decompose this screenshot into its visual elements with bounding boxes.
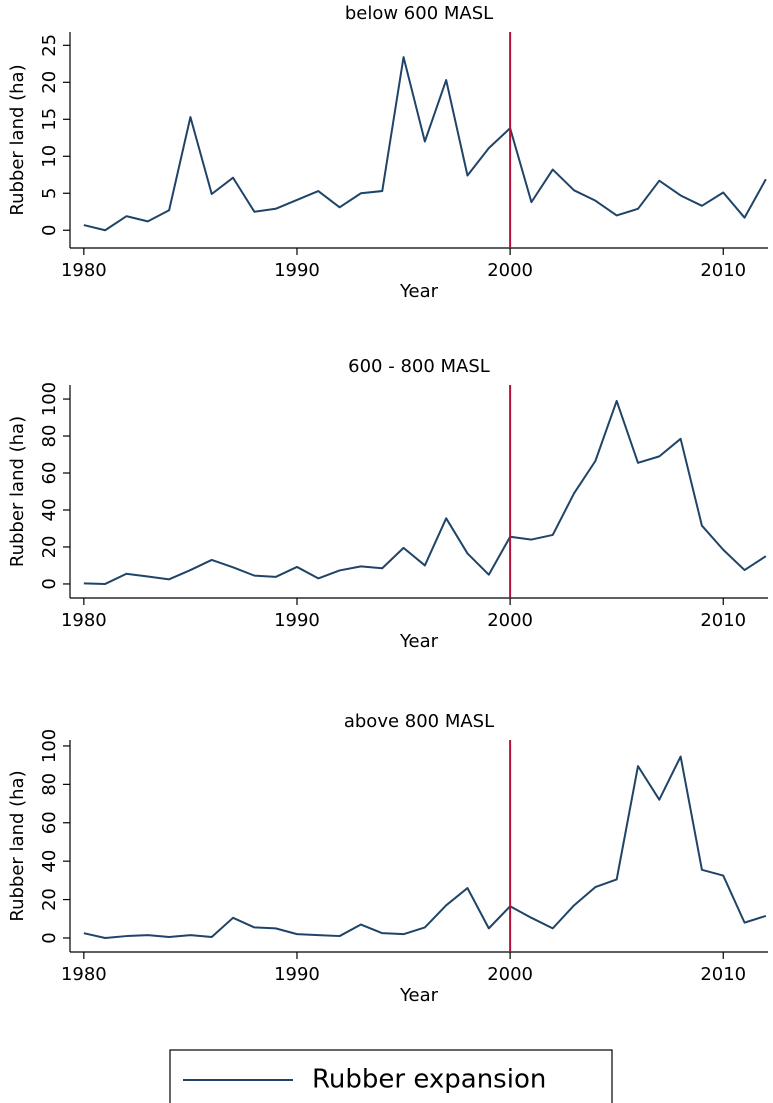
y-tick-label: 5 [39,188,60,199]
legend-label: Rubber expansion [312,1065,546,1095]
x-tick-label: 1990 [274,260,320,281]
y-axis-label: Rubber land (ha) [7,416,28,567]
data-line [83,399,767,585]
x-tick-label: 2000 [487,610,533,631]
y-tick-label: 60 [39,462,60,485]
y-tick-label: 10 [39,145,60,168]
y-tick-label: 100 [39,729,60,763]
y-tick-label: 80 [39,425,60,448]
y-tick-label: 40 [39,850,60,873]
y-tick-label: 40 [39,499,60,522]
x-tick-label: 2000 [487,260,533,281]
x-tick-label: 1990 [274,964,320,985]
x-axis-label: Year [399,985,439,1006]
x-tick-label: 2010 [700,260,746,281]
y-axis-label: Rubber land (ha) [7,770,28,921]
legend-box [169,1049,613,1103]
y-tick-label: 0 [39,225,60,236]
x-tick-label: 1990 [274,610,320,631]
y-tick-label: 25 [39,34,60,57]
x-axis-label: Year [399,281,439,302]
y-axis-label: Rubber land (ha) [7,64,28,215]
y-tick-label: 20 [39,536,60,559]
x-tick-label: 1980 [61,964,107,985]
x-tick-label: 1980 [61,260,107,281]
x-tick-label: 2000 [487,964,533,985]
y-tick-label: 0 [39,932,60,943]
y-tick-label: 15 [39,108,60,131]
chart-title: 600 - 800 MASL [348,356,490,377]
y-tick-label: 20 [39,888,60,911]
x-tick-label: 1980 [61,610,107,631]
y-tick-label: 0 [39,578,60,589]
data-line [83,755,767,939]
chart-title: below 600 MASL [345,3,493,24]
y-tick-label: 60 [39,811,60,834]
chart-title: above 800 MASL [344,711,494,732]
x-tick-label: 2010 [700,964,746,985]
y-tick-label: 20 [39,71,60,94]
x-axis-label: Year [399,631,439,652]
x-tick-label: 2010 [700,610,746,631]
y-tick-label: 80 [39,773,60,796]
data-line [83,56,767,232]
y-tick-label: 100 [39,382,60,416]
